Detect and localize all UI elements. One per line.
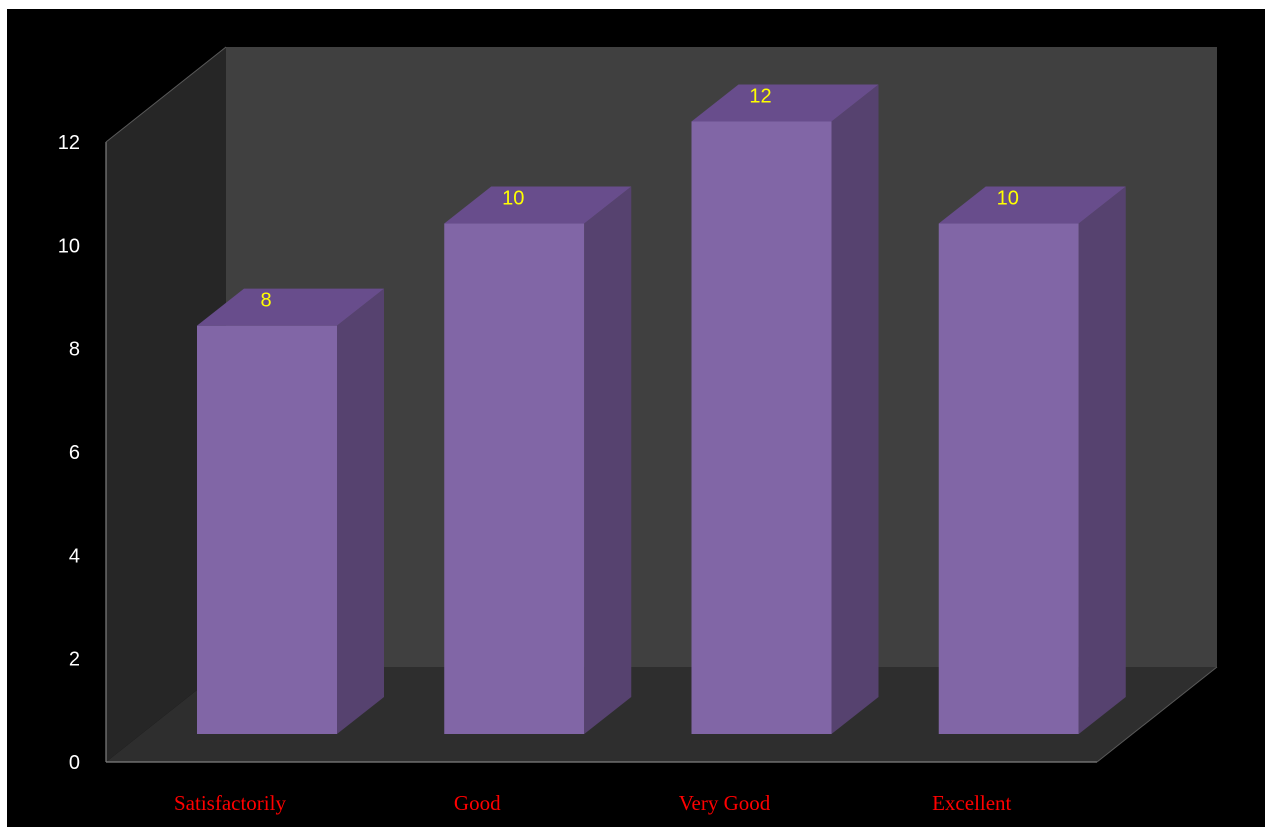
bar-top-face [938,186,1126,224]
side-wall [106,47,226,762]
category-label: Excellent [932,791,1011,815]
bar-front-face [444,223,585,735]
y-tick-label: 8 [69,339,80,361]
y-tick-label: 12 [58,132,80,154]
y-tick-label: 4 [69,545,80,567]
chart-labels: 8 Satisfactorily 10 Good 12 Very Good 10 Excell… [174,85,1019,815]
y-tick-label: 6 [69,442,80,464]
y-tick-label: 10 [58,235,80,257]
category-label: Very Good [679,791,771,815]
data-label: 10 [997,188,1019,210]
bar [691,84,879,734]
bar [197,288,384,734]
y-tick-label: 0 [69,752,80,774]
floor-right-edge [1096,666,1218,763]
bar-side-face [584,186,632,735]
data-label: 8 [260,290,271,312]
bar-side-face [1078,186,1126,735]
bar-front-face [938,223,1079,735]
y-tick-label: 2 [69,649,80,671]
category-label: Good [454,791,501,815]
category-label: Satisfactorily [174,791,286,815]
bar-front-face [691,121,832,734]
bar-top-face [197,288,384,326]
y-axis: 0 2 4 6 8 10 12 [58,46,1218,774]
data-label: 12 [749,85,771,107]
bar [444,186,632,735]
bar-series [197,84,1126,735]
bar-top-face [444,186,632,224]
data-label: 10 [502,188,524,210]
bar-side-face [831,84,879,734]
side-wall-top-edge [105,46,227,143]
bar [938,186,1126,735]
bar-top-face [691,84,879,122]
bar-front-face [197,325,337,734]
bar-side-face [337,288,384,734]
